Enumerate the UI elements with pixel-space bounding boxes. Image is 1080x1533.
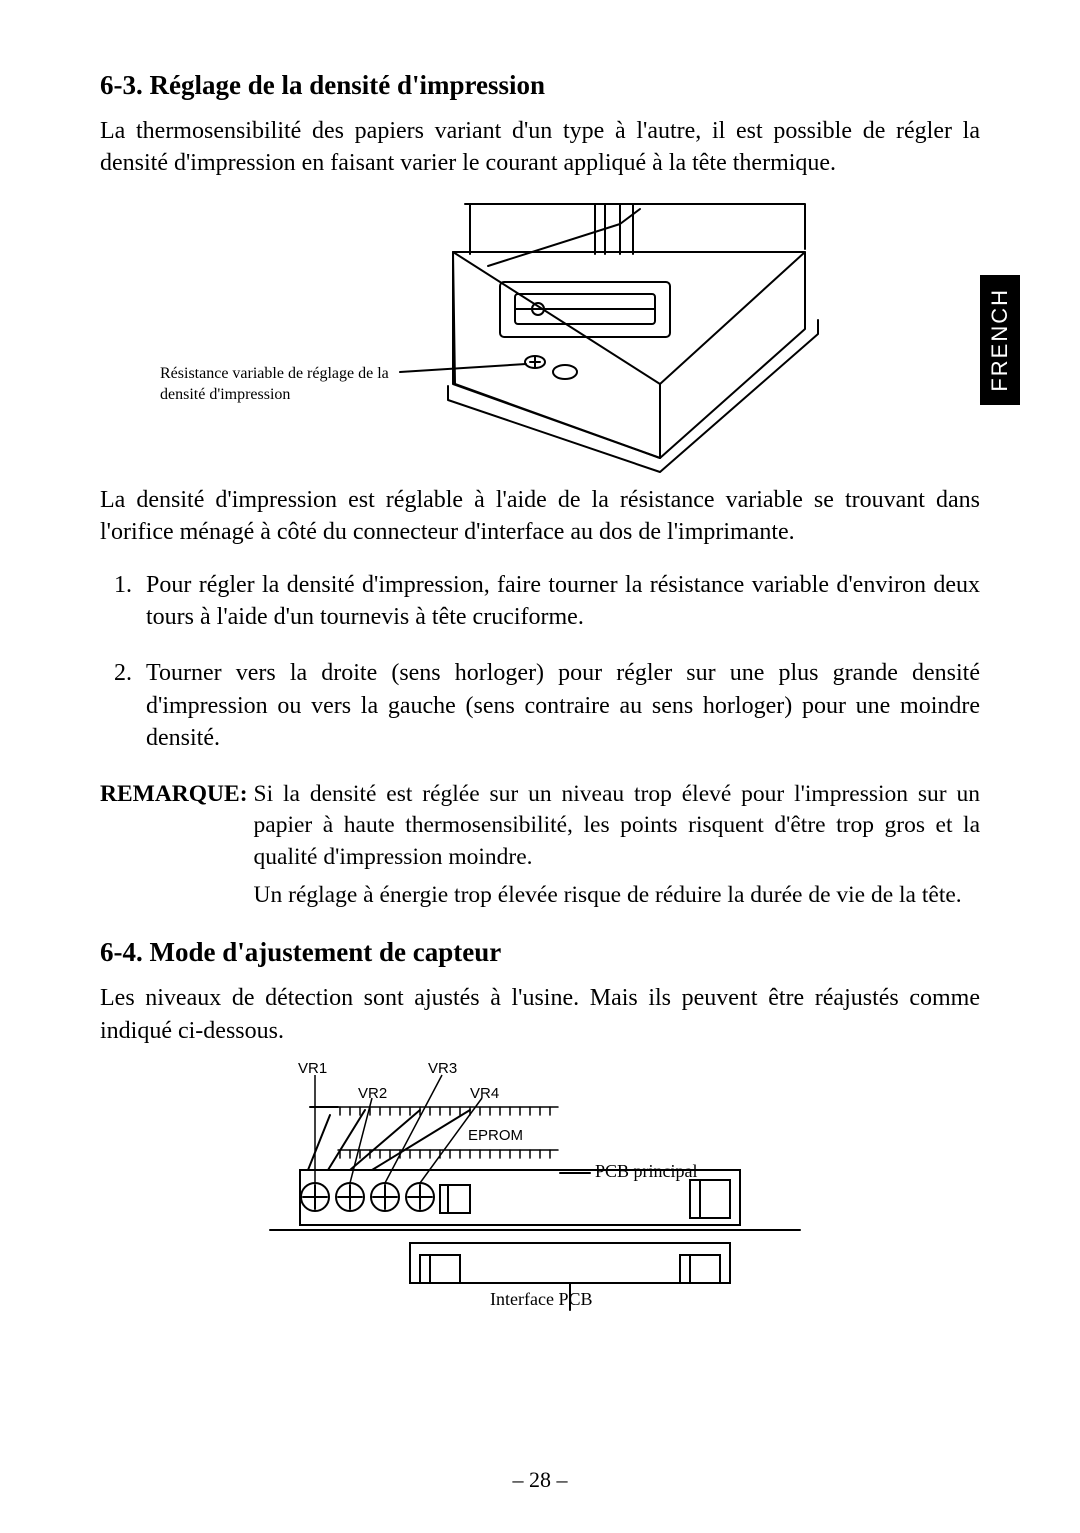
printer-illustration [100, 194, 980, 474]
remark-text-2: Un réglage à énergie trop élevée risque … [254, 880, 980, 912]
label-vr3: VR3 [428, 1060, 457, 1077]
figure-pcb: VR1 VR2 VR3 VR4 EPROM PCB principal Inte… [100, 1055, 980, 1315]
remark-block: REMARQUE: Si la densité est réglée sur u… [100, 779, 980, 918]
page-number: – 28 – [0, 1467, 1080, 1493]
heading-6-3: 6-3. Réglage de la densité d'impression [100, 70, 980, 101]
page: FRENCH 6-3. Réglage de la densité d'impr… [0, 0, 1080, 1533]
para-6-3-intro: La thermosensibilité des papiers variant… [100, 115, 980, 180]
label-interface-pcb: Interface PCB [490, 1289, 592, 1309]
steps-list: Pour régler la densité d'impression, fai… [100, 569, 980, 755]
step-1: Pour régler la densité d'impression, fai… [138, 569, 980, 634]
remark-label: REMARQUE: [100, 779, 254, 918]
figure-printer: Résistance variable de réglage de la den… [100, 194, 980, 474]
pcb-illustration: VR1 VR2 VR3 VR4 EPROM PCB principal Inte… [260, 1055, 820, 1315]
remark-text-1: Si la densité est réglée sur un niveau t… [254, 779, 980, 874]
step-2: Tourner vers la droite (sens horloger) p… [138, 657, 980, 754]
heading-6-4: 6-4. Mode d'ajustement de capteur [100, 937, 980, 968]
figure-caption-vr: Résistance variable de réglage de la den… [160, 364, 400, 406]
para-6-4-intro: Les niveaux de détection sont ajustés à … [100, 982, 980, 1047]
label-main-pcb: PCB principal [595, 1161, 698, 1181]
para-6-3-location: La densité d'impression est réglable à l… [100, 484, 980, 549]
label-vr1: VR1 [298, 1060, 327, 1077]
label-vr4: VR4 [470, 1085, 499, 1102]
label-vr2: VR2 [358, 1085, 387, 1102]
label-eprom: EPROM [468, 1127, 523, 1144]
language-tab: FRENCH [980, 275, 1020, 405]
remark-body: Si la densité est réglée sur un niveau t… [254, 779, 980, 918]
language-tab-label: FRENCH [987, 288, 1013, 392]
